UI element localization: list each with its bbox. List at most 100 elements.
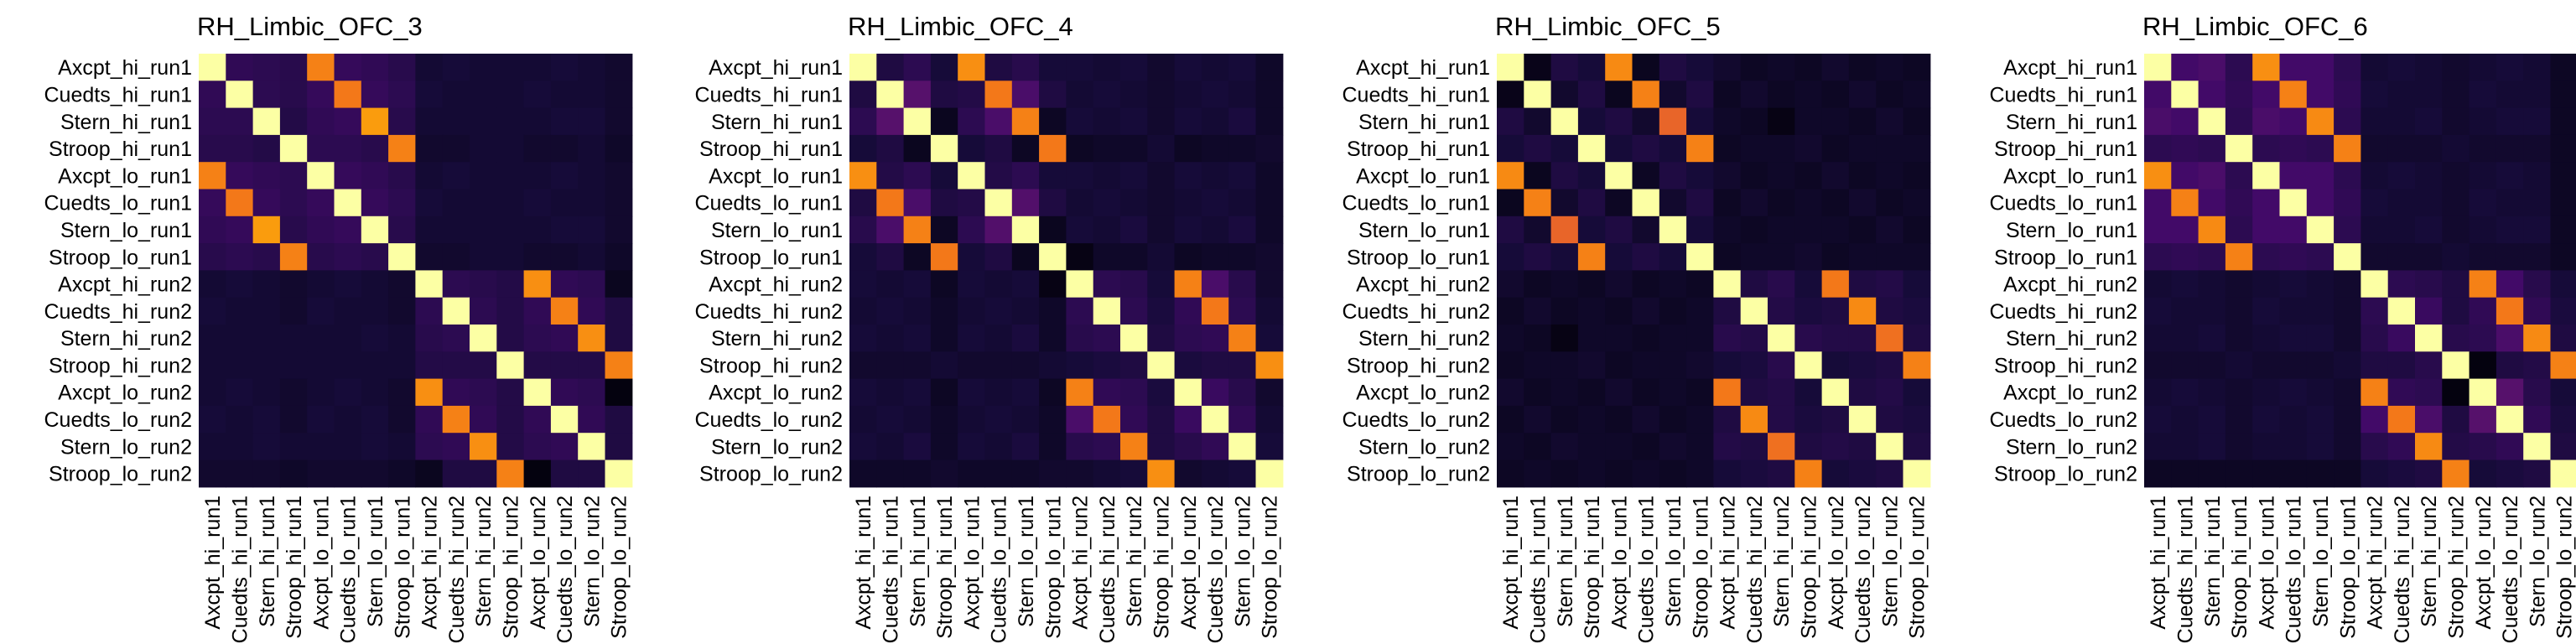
heatmap-cell: [1713, 134, 1742, 163]
heatmap-cell: [578, 189, 606, 217]
heatmap-cell: [2225, 378, 2253, 407]
heatmap-cell: [1713, 433, 1742, 461]
heatmap-cell: [2279, 216, 2308, 244]
heatmap-cell: [1497, 325, 1524, 352]
heatmap-cell: [2279, 243, 2308, 271]
heatmap-cell: [1550, 216, 1579, 244]
y-tick-label: Stern_hi_run1: [60, 111, 192, 134]
heatmap-cell: [496, 460, 525, 488]
heatmap-cell: [2306, 378, 2334, 407]
heatmap-cell: [2360, 162, 2389, 190]
heatmap-cell: [1550, 107, 1579, 136]
heatmap-cell: [470, 378, 497, 407]
heatmap-cell: [442, 189, 470, 217]
heatmap-cell: [388, 325, 416, 352]
heatmap-cell: [958, 405, 986, 434]
heatmap-cell: [1740, 134, 1768, 163]
heatmap-cell: [2496, 378, 2524, 407]
heatmap-cell: [1039, 134, 1067, 163]
heatmap-cell: [496, 405, 525, 434]
heatmap-cell: [279, 107, 308, 136]
heatmap-cell: [496, 243, 525, 271]
heatmap-cell: [442, 351, 470, 380]
heatmap-cell: [2550, 270, 2576, 299]
heatmap-cell: [1093, 270, 1121, 299]
heatmap-cell: [199, 433, 226, 461]
heatmap-cell: [2387, 216, 2416, 244]
x-tick-label: Stern_hi_run1: [1554, 496, 1577, 627]
heatmap-cell: [984, 433, 1013, 461]
heatmap-cell: [2306, 405, 2334, 434]
heatmap-cell: [307, 243, 335, 271]
x-tick-label: Cuedts_lo_run1: [337, 496, 361, 644]
heatmap-cell: [279, 243, 308, 271]
heatmap-cell: [2225, 80, 2253, 109]
heatmap-cell: [2279, 297, 2308, 325]
heatmap-cell: [984, 460, 1013, 488]
heatmap-cell: [1577, 405, 1606, 434]
heatmap-cell: [605, 270, 633, 299]
heatmap-cell: [1120, 107, 1148, 136]
heatmap-cell: [2171, 80, 2199, 109]
heatmap-cell: [1632, 351, 1660, 380]
heatmap-cell: [550, 460, 579, 488]
heatmap-cell: [307, 405, 335, 434]
heatmap-cell: [1794, 189, 1823, 217]
heatmap-cell: [849, 243, 877, 271]
heatmap-cell: [2279, 325, 2308, 352]
heatmap-cell: [1740, 460, 1768, 488]
heatmap-cell: [1632, 80, 1660, 109]
heatmap-cell: [1011, 405, 1040, 434]
heatmap-cell: [2523, 162, 2552, 190]
heatmap-cell: [2306, 189, 2334, 217]
heatmap-cell: [1039, 162, 1067, 190]
heatmap-cell: [1848, 351, 1877, 380]
y-tick-label: Cuedts_hi_run1: [1342, 83, 1490, 106]
heatmap-cell: [334, 54, 362, 81]
heatmap-cell: [2469, 270, 2497, 299]
x-tick-label: Axcpt_hi_run1: [852, 496, 875, 630]
heatmap-cell: [2523, 351, 2552, 380]
heatmap-cell: [1524, 189, 1552, 217]
heatmap-cell: [2550, 405, 2576, 434]
heatmap-cell: [958, 378, 986, 407]
heatmap-cell: [2198, 297, 2226, 325]
heatmap-cell: [388, 189, 416, 217]
heatmap-cell: [2279, 351, 2308, 380]
heatmap-cell: [1039, 189, 1067, 217]
heatmap-cell: [1903, 243, 1931, 271]
heatmap-cell: [1550, 189, 1579, 217]
heatmap-cell: [2279, 460, 2308, 488]
heatmap-cell: [1686, 216, 1714, 244]
heatmap-cell: [550, 325, 579, 352]
heatmap-cell: [2360, 405, 2389, 434]
heatmap-cell: [2442, 107, 2470, 136]
heatmap-cell: [849, 189, 877, 217]
heatmap-cell: [876, 134, 905, 163]
x-tick-label: Stern_lo_run2: [1878, 496, 1902, 627]
y-tick-label: Stern_hi_run2: [711, 327, 843, 351]
heatmap-cell: [307, 351, 335, 380]
heatmap-cell: [1768, 460, 1795, 488]
heatmap-cell: [470, 54, 497, 81]
heatmap-cell: [1011, 297, 1040, 325]
heatmap-cell: [252, 107, 281, 136]
heatmap-cell: [199, 351, 226, 380]
heatmap-cell: [2523, 460, 2552, 488]
y-tick-label: Axcpt_lo_run1: [2003, 164, 2137, 188]
heatmap-cell: [226, 460, 254, 488]
heatmap-cell: [2306, 351, 2334, 380]
heatmap-cell: [2279, 189, 2308, 217]
heatmap-cell: [2523, 270, 2552, 299]
heatmap-cell: [849, 216, 877, 244]
heatmap-cell: [1093, 80, 1121, 109]
heatmap-cell: [2334, 243, 2361, 271]
y-tick-label: Stern_lo_run2: [2006, 435, 2137, 459]
heatmap-cell: [984, 80, 1013, 109]
x-tick-label: Stroop_hi_run1: [933, 496, 957, 639]
heatmap-cell: [1794, 80, 1823, 109]
heatmap-cell: [415, 405, 444, 434]
heatmap-cell: [550, 80, 579, 109]
heatmap-cell: [2198, 80, 2226, 109]
heatmap-cell: [2198, 216, 2226, 244]
